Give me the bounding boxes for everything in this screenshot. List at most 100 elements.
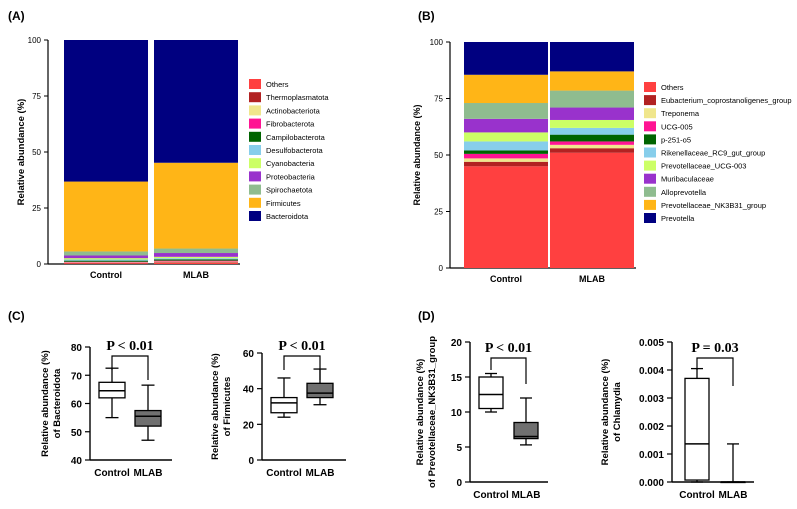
legend-label: Spirochaetota — [266, 186, 313, 195]
y-axis-label-line2: of Chlamydia — [612, 381, 623, 441]
bar-segment-alloprevotella — [550, 90, 634, 108]
x-tick-label: MLAB — [183, 270, 209, 280]
legend-label: Thermoplasmatota — [266, 93, 329, 102]
y-axis-label: Relative abundance (%) — [16, 99, 27, 206]
legend-swatch — [249, 145, 261, 155]
x-tick-label: Control — [679, 490, 715, 501]
bar-segment-treponema — [550, 144, 634, 149]
panel-a-plot-area: 0 25 50 75 100 Relative abundance (%) Control M… — [16, 36, 329, 280]
legend-swatch — [644, 160, 656, 171]
legend-label: Proteobacteria — [266, 172, 316, 181]
legend-label: Cyanobacteria — [266, 159, 315, 168]
y-tick-label: 0 — [37, 260, 42, 269]
panel-d1-box-plot: 0 5 10 15 20 Relative abundance (%) of Prevote… — [415, 336, 548, 501]
bar-segment-ucg-005 — [464, 153, 548, 159]
legend-label: Fibrobacterota — [266, 120, 315, 129]
y-tick-label: 10 — [451, 408, 463, 419]
legend-swatch — [644, 108, 656, 119]
legend-swatch — [644, 173, 656, 184]
bar-segment-others — [464, 166, 548, 268]
legend-swatch — [249, 79, 261, 89]
bar-segment-treponema — [464, 158, 548, 162]
legend-label: Treponema — [661, 109, 700, 118]
legend-label: Bacteroidota — [266, 212, 309, 221]
panel-b-stacked-bar-chart: (B) 0 25 50 75 100 Relative abundance (%) Cont… — [412, 9, 792, 284]
x-tick-label: Control — [473, 490, 509, 501]
significance-bracket — [111, 355, 149, 380]
bar-segment-others — [64, 263, 148, 264]
y-tick-label: 60 — [243, 349, 255, 360]
box-iqr — [684, 377, 710, 481]
bar-segment-desulfobacterota — [154, 258, 238, 260]
legend-swatch — [249, 184, 261, 195]
significance-bracket — [696, 357, 734, 386]
x-tick-label: MLAB — [719, 490, 748, 501]
y-axis-label-line2: of Firmicutes — [222, 377, 233, 437]
x-tick-label: MLAB — [512, 490, 541, 501]
legend-label: Prevotellaceae_UCG-003 — [661, 162, 746, 171]
panel-b-label: (B) — [418, 9, 435, 23]
bar-segment-prevotellaceae-ucg-003 — [464, 132, 548, 142]
y-axis-label-line2: of Bacteroidota — [52, 368, 63, 438]
bar-segment-p-251-o5 — [550, 134, 634, 142]
y-tick-label: 0 — [248, 456, 254, 467]
panel-c2-box-plot: 0 20 40 60 Relative abundance (%) of Firmicut… — [210, 339, 346, 479]
bar-segment-ucg-005 — [550, 141, 634, 145]
y-tick-label: 75 — [434, 95, 443, 104]
legend-swatch — [249, 105, 261, 116]
legend-swatch — [644, 199, 656, 210]
y-tick-label: 0.001 — [639, 450, 664, 461]
bar-segment-prevotella — [550, 42, 634, 72]
box-iqr — [306, 382, 334, 399]
y-tick-label: 50 — [32, 148, 41, 157]
bar-segment-prevotellaceae-ucg-003 — [550, 119, 634, 128]
panel-c1-box-plot: 40 50 60 70 80 Relative abundance (%) of Bacte… — [40, 339, 172, 479]
bar-segment-muribaculaceae — [464, 118, 548, 133]
legend-swatch — [644, 95, 656, 106]
legend-label: Alloprevotella — [661, 188, 707, 197]
bar-segment-muribaculaceae — [550, 107, 634, 120]
significance-bracket — [283, 355, 321, 380]
legend-swatch — [249, 211, 261, 221]
bar-segment-spirochaetota — [154, 248, 238, 254]
y-axis-label-line1: Relative abundance (%) — [600, 359, 611, 466]
bar-segment-eubacterium-coprostanoligenes-group — [550, 148, 634, 153]
legend-swatch — [249, 158, 261, 169]
x-tick-label: MLAB — [306, 468, 335, 479]
box-iqr — [478, 376, 504, 410]
y-axis-label: Relative abundance (%) — [412, 104, 422, 205]
bar-segment-prevotellaceae-nk3b31-group — [550, 71, 634, 91]
y-tick-label: 0.003 — [639, 394, 664, 405]
y-tick-label: 20 — [451, 338, 463, 349]
y-tick-label: 0.005 — [639, 338, 664, 349]
legend-label: Actinobacteriota — [266, 106, 321, 115]
y-tick-label: 25 — [434, 208, 443, 217]
bar-segment-bacteroidota — [64, 40, 148, 182]
legend-swatch — [644, 147, 656, 158]
y-tick-label: 0.004 — [639, 366, 664, 377]
bar-segment-bacteroidota — [154, 40, 238, 163]
x-tick-label: Control — [490, 274, 522, 284]
bar-segment-rikenellaceae-rc9-gut-group — [464, 141, 548, 151]
y-tick-label: 60 — [71, 400, 83, 411]
legend-swatch — [249, 197, 261, 208]
legend-swatch — [644, 186, 656, 197]
legend-swatch — [249, 171, 261, 182]
y-tick-label: 0 — [439, 264, 444, 273]
bar-segment-proteobacteria — [64, 255, 148, 259]
p-value-annotation: P < 0.01 — [106, 339, 153, 354]
legend-label: Others — [661, 83, 684, 92]
legend-label: Eubacterium_coprostanoligenes_group — [661, 96, 792, 105]
legend-label: Firmicutes — [266, 199, 301, 208]
panel-d-label: (D) — [418, 309, 435, 323]
legend-label: Prevotellaceae_NK3B31_group — [661, 201, 766, 210]
y-tick-label: 100 — [430, 38, 444, 47]
x-tick-label: Control — [266, 468, 302, 479]
x-tick-label: Control — [90, 270, 122, 280]
y-tick-label: 75 — [32, 92, 41, 101]
bar-segment-desulfobacterota — [64, 259, 148, 261]
legend-swatch — [249, 118, 261, 129]
bar-segment-cyanobacteria — [64, 258, 148, 260]
